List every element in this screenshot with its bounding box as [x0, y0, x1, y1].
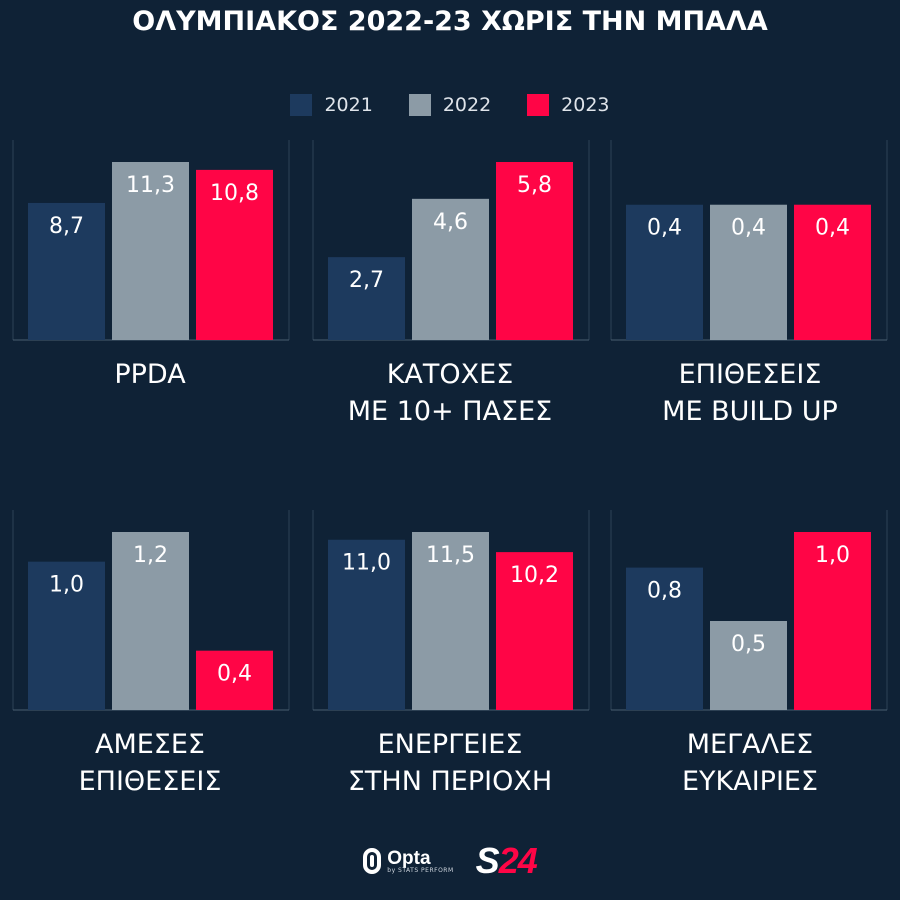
- s24-logo: S24: [475, 840, 538, 882]
- bar-build-up-2021: [626, 204, 703, 340]
- legend-label-2023: 2023: [561, 94, 610, 116]
- bar-direct-attacks-2023: [196, 650, 273, 710]
- value-label-build-up-2021: 0,4: [647, 216, 682, 241]
- value-label-possessions-2021: 2,7: [349, 268, 384, 293]
- value-label-direct-attacks-2022: 1,2: [133, 543, 168, 568]
- footer-logos: Opta by STATS PERFORM S24: [0, 840, 900, 882]
- value-label-ppda-2021: 8,7: [49, 214, 84, 239]
- legend-swatch-2023: [527, 94, 550, 116]
- value-label-box-actions-2021: 11,0: [342, 551, 391, 576]
- s24-logo-24: 24: [498, 840, 538, 881]
- opta-logo: Opta by STATS PERFORM: [363, 848, 453, 874]
- bar-big-chances-2022: [710, 621, 787, 710]
- bar-possessions-2023: [496, 162, 573, 340]
- bar-ppda-2022: [112, 162, 189, 340]
- value-label-big-chances-2022: 0,5: [731, 632, 766, 657]
- bar-box-actions-2021: [328, 539, 405, 710]
- value-label-build-up-2022: 0,4: [731, 216, 766, 241]
- legend: 2021 2022 2023: [0, 94, 900, 116]
- value-label-build-up-2023: 0,4: [815, 216, 850, 241]
- panel-label-box-actions: ΕΝΕΡΓΕΙΕΣ ΣΤΗΝ ΠΕΡΙΟΧΗ: [347, 729, 553, 797]
- value-label-box-actions-2023: 10,2: [510, 563, 559, 588]
- value-label-ppda-2022: 11,3: [126, 173, 175, 198]
- panel-label-direct-attacks: ΑΜΕΣΕΣ ΕΠΙΘΕΣΕΙΣ: [78, 729, 222, 797]
- value-label-direct-attacks-2023: 0,4: [217, 662, 252, 687]
- legend-swatch-2021: [290, 94, 313, 116]
- bar-box-actions-2023: [496, 552, 573, 710]
- bar-direct-attacks-2022: [112, 532, 189, 710]
- bar-possessions-2021: [328, 257, 405, 340]
- chart-title: ΟΛΥΜΠΙΑΚΟΣ 2022-23 ΧΩΡΙΣ ΤΗΝ ΜΠΑΛΑ: [132, 6, 768, 37]
- value-label-box-actions-2022: 11,5: [426, 543, 475, 568]
- panel-label-big-chances: ΜΕΓΑΛΕΣ ΕΥΚΑΙΡΙΕΣ: [681, 729, 819, 797]
- value-label-big-chances-2023: 1,0: [815, 543, 850, 568]
- legend-swatch-2022: [408, 94, 431, 116]
- bar-ppda-2023: [196, 169, 273, 340]
- value-label-ppda-2023: 10,8: [210, 181, 259, 206]
- bar-build-up-2023: [794, 204, 871, 340]
- legend-item-2021: 2021: [290, 94, 373, 116]
- value-label-possessions-2023: 5,8: [517, 173, 552, 198]
- bar-build-up-2022: [710, 204, 787, 340]
- bar-possessions-2022: [412, 198, 489, 340]
- s24-logo-s: S: [475, 840, 500, 881]
- bar-big-chances-2023: [794, 532, 871, 710]
- legend-label-2021: 2021: [324, 94, 373, 116]
- bar-direct-attacks-2021: [28, 561, 105, 710]
- opta-sub: by STATS PERFORM: [387, 866, 454, 874]
- opta-word: Opta: [387, 847, 431, 869]
- legend-item-2022: 2022: [408, 94, 492, 116]
- bar-big-chances-2021: [626, 567, 703, 710]
- bar-ppda-2021: [28, 202, 105, 340]
- panel-label-possessions: ΚΑΤΟΧΕΣ ΜΕ 10+ ΠΑΣΕΣ: [347, 359, 553, 427]
- legend-label-2022: 2022: [442, 94, 492, 116]
- value-label-big-chances-2021: 0,8: [647, 579, 682, 604]
- value-label-direct-attacks-2021: 1,0: [49, 573, 84, 598]
- legend-item-2023: 2023: [527, 94, 610, 116]
- panel-label-ppda: PPDA: [114, 359, 186, 390]
- value-label-possessions-2022: 4,6: [433, 210, 468, 235]
- panel-label-build-up: ΕΠΙΘΕΣΕΙΣ ΜΕ BUILD UP: [662, 359, 838, 427]
- bar-box-actions-2022: [412, 532, 489, 710]
- opta-mark-icon: [363, 848, 382, 874]
